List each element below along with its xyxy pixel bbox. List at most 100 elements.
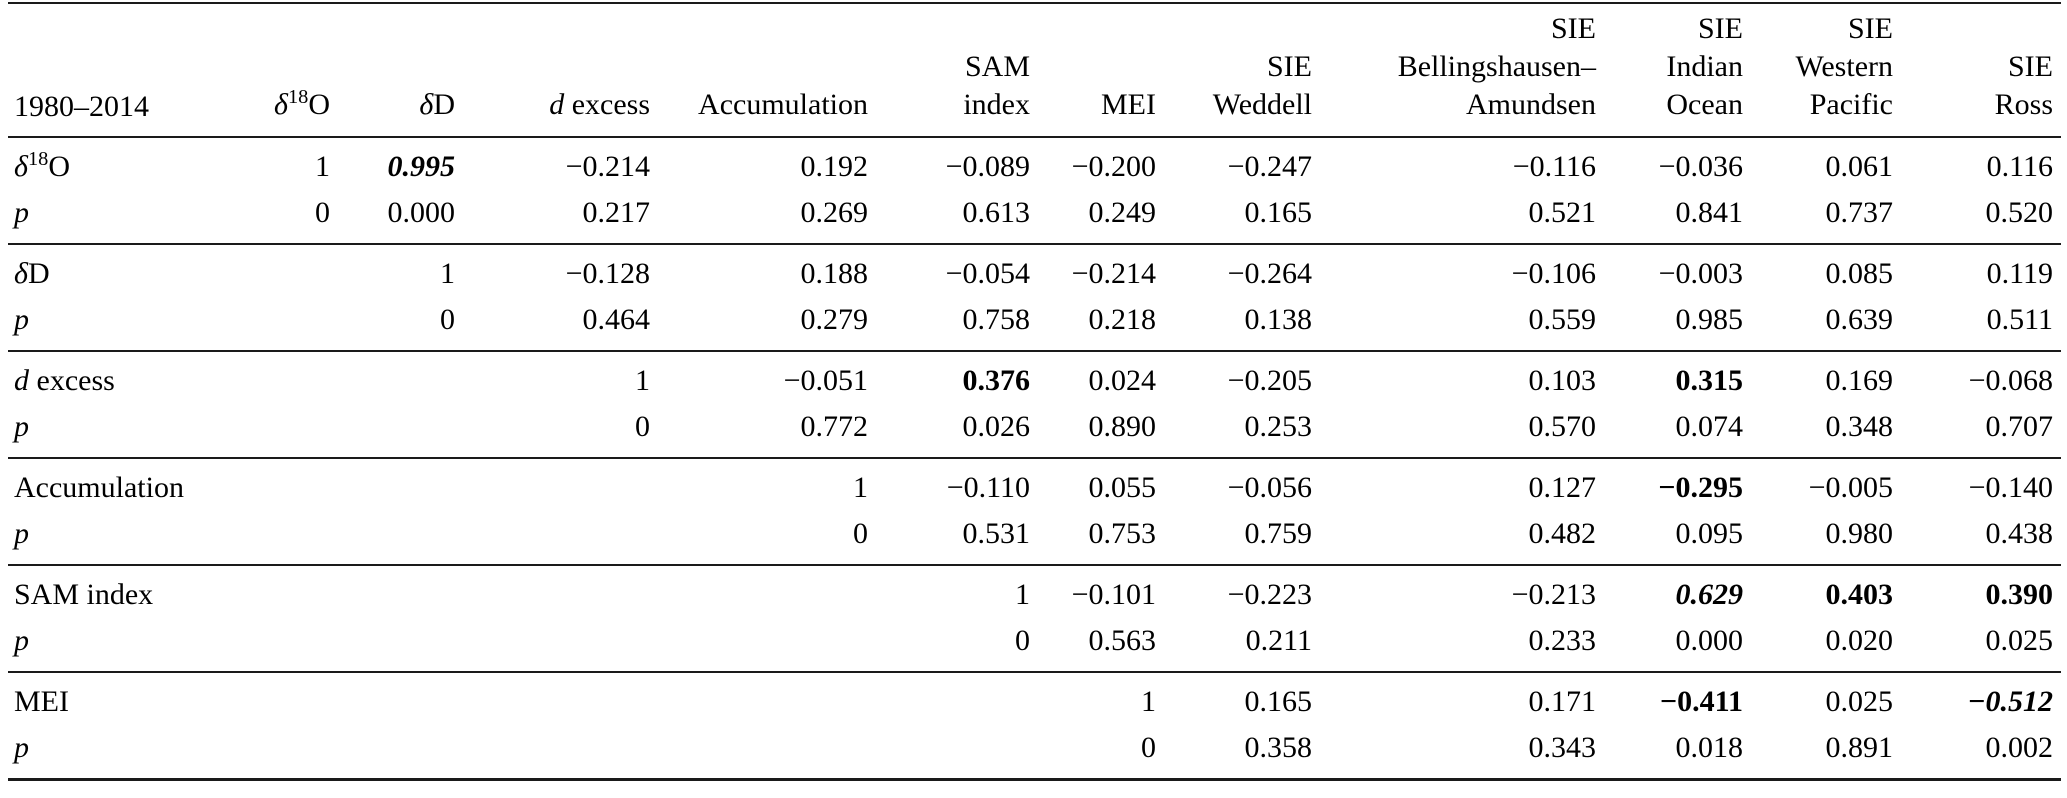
p-value-sam-index-sie-bellingshausen-amundsen: 0.233	[1528, 624, 1597, 657]
label-part: excess	[29, 364, 115, 397]
r-value-sam-index-d18O	[238, 565, 338, 618]
p-value-dD-sie-indian-ocean: 0.985	[1675, 303, 1744, 336]
r-value-accumulation-accumulation: 1	[853, 471, 868, 504]
p-value-d18O-sie-western-pacific: 0.737	[1825, 196, 1894, 229]
r-value-dD-sie-bellingshausen-amundsen: −0.106	[1511, 257, 1596, 290]
p-value-d18O-d-excess: 0.217	[582, 196, 651, 229]
p-value-d-excess-sie-western-pacific: 0.348	[1825, 410, 1894, 443]
r-value-dD-dD: 1	[440, 257, 455, 290]
p-value-dD-sie-weddell: 0.138	[1244, 303, 1313, 336]
label-part: p	[14, 196, 29, 229]
p-value-d-excess-sam-index: 0.026	[962, 410, 1031, 443]
col-header-sie-indian-ocean: SIE Indian Ocean	[1604, 3, 1751, 137]
p-value-dD-d-excess: 0.464	[582, 303, 651, 336]
correlation-table: 1980–2014 δ18O δD d excess Accumulation SAM i…	[8, 2, 2061, 781]
p-value-dD-sie-western-pacific: 0.639	[1825, 303, 1894, 336]
group-d-excess: d excess 1 −0.051 0.376 0.024 −0.205 0.103 0.31…	[8, 351, 2061, 458]
p-value-sam-index-sam-index: 0	[1015, 624, 1030, 657]
p-row-label-dD: p	[8, 297, 238, 351]
p-value-d-excess-dD	[338, 404, 463, 458]
label-part: D	[27, 257, 50, 290]
p-value-dD-accumulation: 0.279	[800, 303, 869, 336]
col-header-sie-bellingshausen-amundsen: SIE Bellingshausen– Amundsen	[1320, 3, 1604, 137]
r-value-d-excess-accumulation: −0.051	[783, 364, 868, 397]
col-header-line: SIE	[1267, 50, 1312, 83]
r-value-accumulation-sie-ross: −0.140	[1968, 471, 2053, 504]
col-header-sam-index: SAM index	[876, 3, 1038, 137]
r-value-d18O-sie-western-pacific: 0.061	[1825, 150, 1894, 183]
p-value-d-excess-sie-ross: 0.707	[1985, 410, 2054, 443]
p-value-sam-index-d18O	[238, 618, 338, 672]
p-value-mei-sie-western-pacific: 0.891	[1825, 731, 1894, 764]
p-value-accumulation-sie-bellingshausen-amundsen: 0.482	[1528, 517, 1597, 550]
col-header-line: Amundsen	[1466, 88, 1596, 121]
col-header-line: MEI	[1101, 88, 1156, 121]
p-row-label-d18O: p	[8, 190, 238, 244]
p-value-dD-dD: 0	[440, 303, 455, 336]
r-value-sam-index-d-excess	[463, 565, 658, 618]
p-row-label-accumulation: p	[8, 511, 238, 565]
label-part: 18	[287, 86, 309, 108]
r-value-accumulation-sie-bellingshausen-amundsen: 0.127	[1528, 471, 1597, 504]
p-value-mei-accumulation	[658, 725, 876, 780]
label-part: MEI	[14, 685, 69, 718]
p-value-d18O-mei: 0.249	[1088, 196, 1157, 229]
r-value-dD-mei: −0.214	[1071, 257, 1156, 290]
p-value-accumulation-d18O	[238, 511, 338, 565]
p-value-dD-sie-bellingshausen-amundsen: 0.559	[1528, 303, 1597, 336]
r-value-mei-dD	[338, 672, 463, 725]
col-header-line: Weddell	[1212, 88, 1312, 121]
r-value-d18O-d-excess: −0.214	[565, 150, 650, 183]
r-value-mei-mei: 1	[1141, 685, 1156, 718]
p-value-d-excess-mei: 0.890	[1088, 410, 1157, 443]
p-value-accumulation-accumulation: 0	[853, 517, 868, 550]
group-d18O: δ18O 1 0.995 −0.214 0.192 −0.089 −0.200 −0.247 −…	[8, 137, 2061, 244]
r-value-d-excess-mei: 0.024	[1088, 364, 1157, 397]
label-part: p	[14, 303, 29, 336]
p-value-d-excess-sie-bellingshausen-amundsen: 0.570	[1528, 410, 1597, 443]
r-value-sam-index-sam-index: 1	[1015, 578, 1030, 611]
r-row-d18O: δ18O 1 0.995 −0.214 0.192 −0.089 −0.200 −0.247 −…	[8, 137, 2061, 190]
p-value-mei-mei: 0	[1141, 731, 1156, 764]
r-value-accumulation-sam-index: −0.110	[946, 471, 1030, 504]
r-value-d-excess-d18O	[238, 351, 338, 404]
r-value-mei-d-excess	[463, 672, 658, 725]
p-value-accumulation-dD	[338, 511, 463, 565]
p-value-d18O-sie-bellingshausen-amundsen: 0.521	[1528, 196, 1597, 229]
col-header-line: Accumulation	[698, 88, 868, 121]
group-dD: δD 1 −0.128 0.188 −0.054 −0.214 −0.264 −0.106 −0…	[8, 244, 2061, 351]
row-label-sam-index: SAM index	[8, 565, 238, 618]
r-value-accumulation-sie-indian-ocean: −0.295	[1658, 471, 1743, 504]
p-row-label-sam-index: p	[8, 618, 238, 672]
r-value-mei-d18O	[238, 672, 338, 725]
p-value-d18O-sie-ross: 0.520	[1985, 196, 2054, 229]
p-row-sam-index: p 0 0.563 0.211 0.233 0.000 0.020 0.025	[8, 618, 2061, 672]
r-value-dD-d-excess: −0.128	[565, 257, 650, 290]
p-value-mei-sie-ross: 0.002	[1985, 731, 2054, 764]
r-value-d18O-mei: −0.200	[1071, 150, 1156, 183]
p-value-mei-d18O	[238, 725, 338, 780]
r-value-accumulation-sie-weddell: −0.056	[1227, 471, 1312, 504]
col-header-d-excess: d excess	[463, 3, 658, 137]
p-value-d18O-sie-indian-ocean: 0.841	[1675, 196, 1744, 229]
p-value-sam-index-accumulation	[658, 618, 876, 672]
r-value-d-excess-dD	[338, 351, 463, 404]
r-row-mei: MEI 1 0.165 0.171 −0.411 0.025 −0.512	[8, 672, 2061, 725]
p-value-sam-index-mei: 0.563	[1088, 624, 1157, 657]
col-header-dD: δD	[338, 3, 463, 137]
p-value-mei-sie-weddell: 0.358	[1244, 731, 1313, 764]
label-part: δ	[419, 88, 434, 121]
p-value-accumulation-sie-ross: 0.438	[1985, 517, 2054, 550]
r-value-d-excess-sie-ross: −0.068	[1968, 364, 2053, 397]
group-accumulation: Accumulation 1 −0.110 0.055 −0.056 0.127 −0.29…	[8, 458, 2061, 565]
label-part: δ	[14, 150, 28, 183]
col-header-d18O: δ18O	[238, 3, 338, 137]
col-header-sie-ross: SIE Ross	[1901, 3, 2061, 137]
r-value-dD-sie-indian-ocean: −0.003	[1658, 257, 1743, 290]
p-value-accumulation-sie-indian-ocean: 0.095	[1675, 517, 1744, 550]
col-header-line: Ocean	[1666, 88, 1743, 121]
r-value-accumulation-mei: 0.055	[1088, 471, 1157, 504]
col-header-line: Indian	[1666, 50, 1743, 83]
group-mei: MEI 1 0.165 0.171 −0.411 0.025 −0.512 p 0 0.358 0.…	[8, 672, 2061, 780]
label-part: O	[308, 88, 330, 121]
